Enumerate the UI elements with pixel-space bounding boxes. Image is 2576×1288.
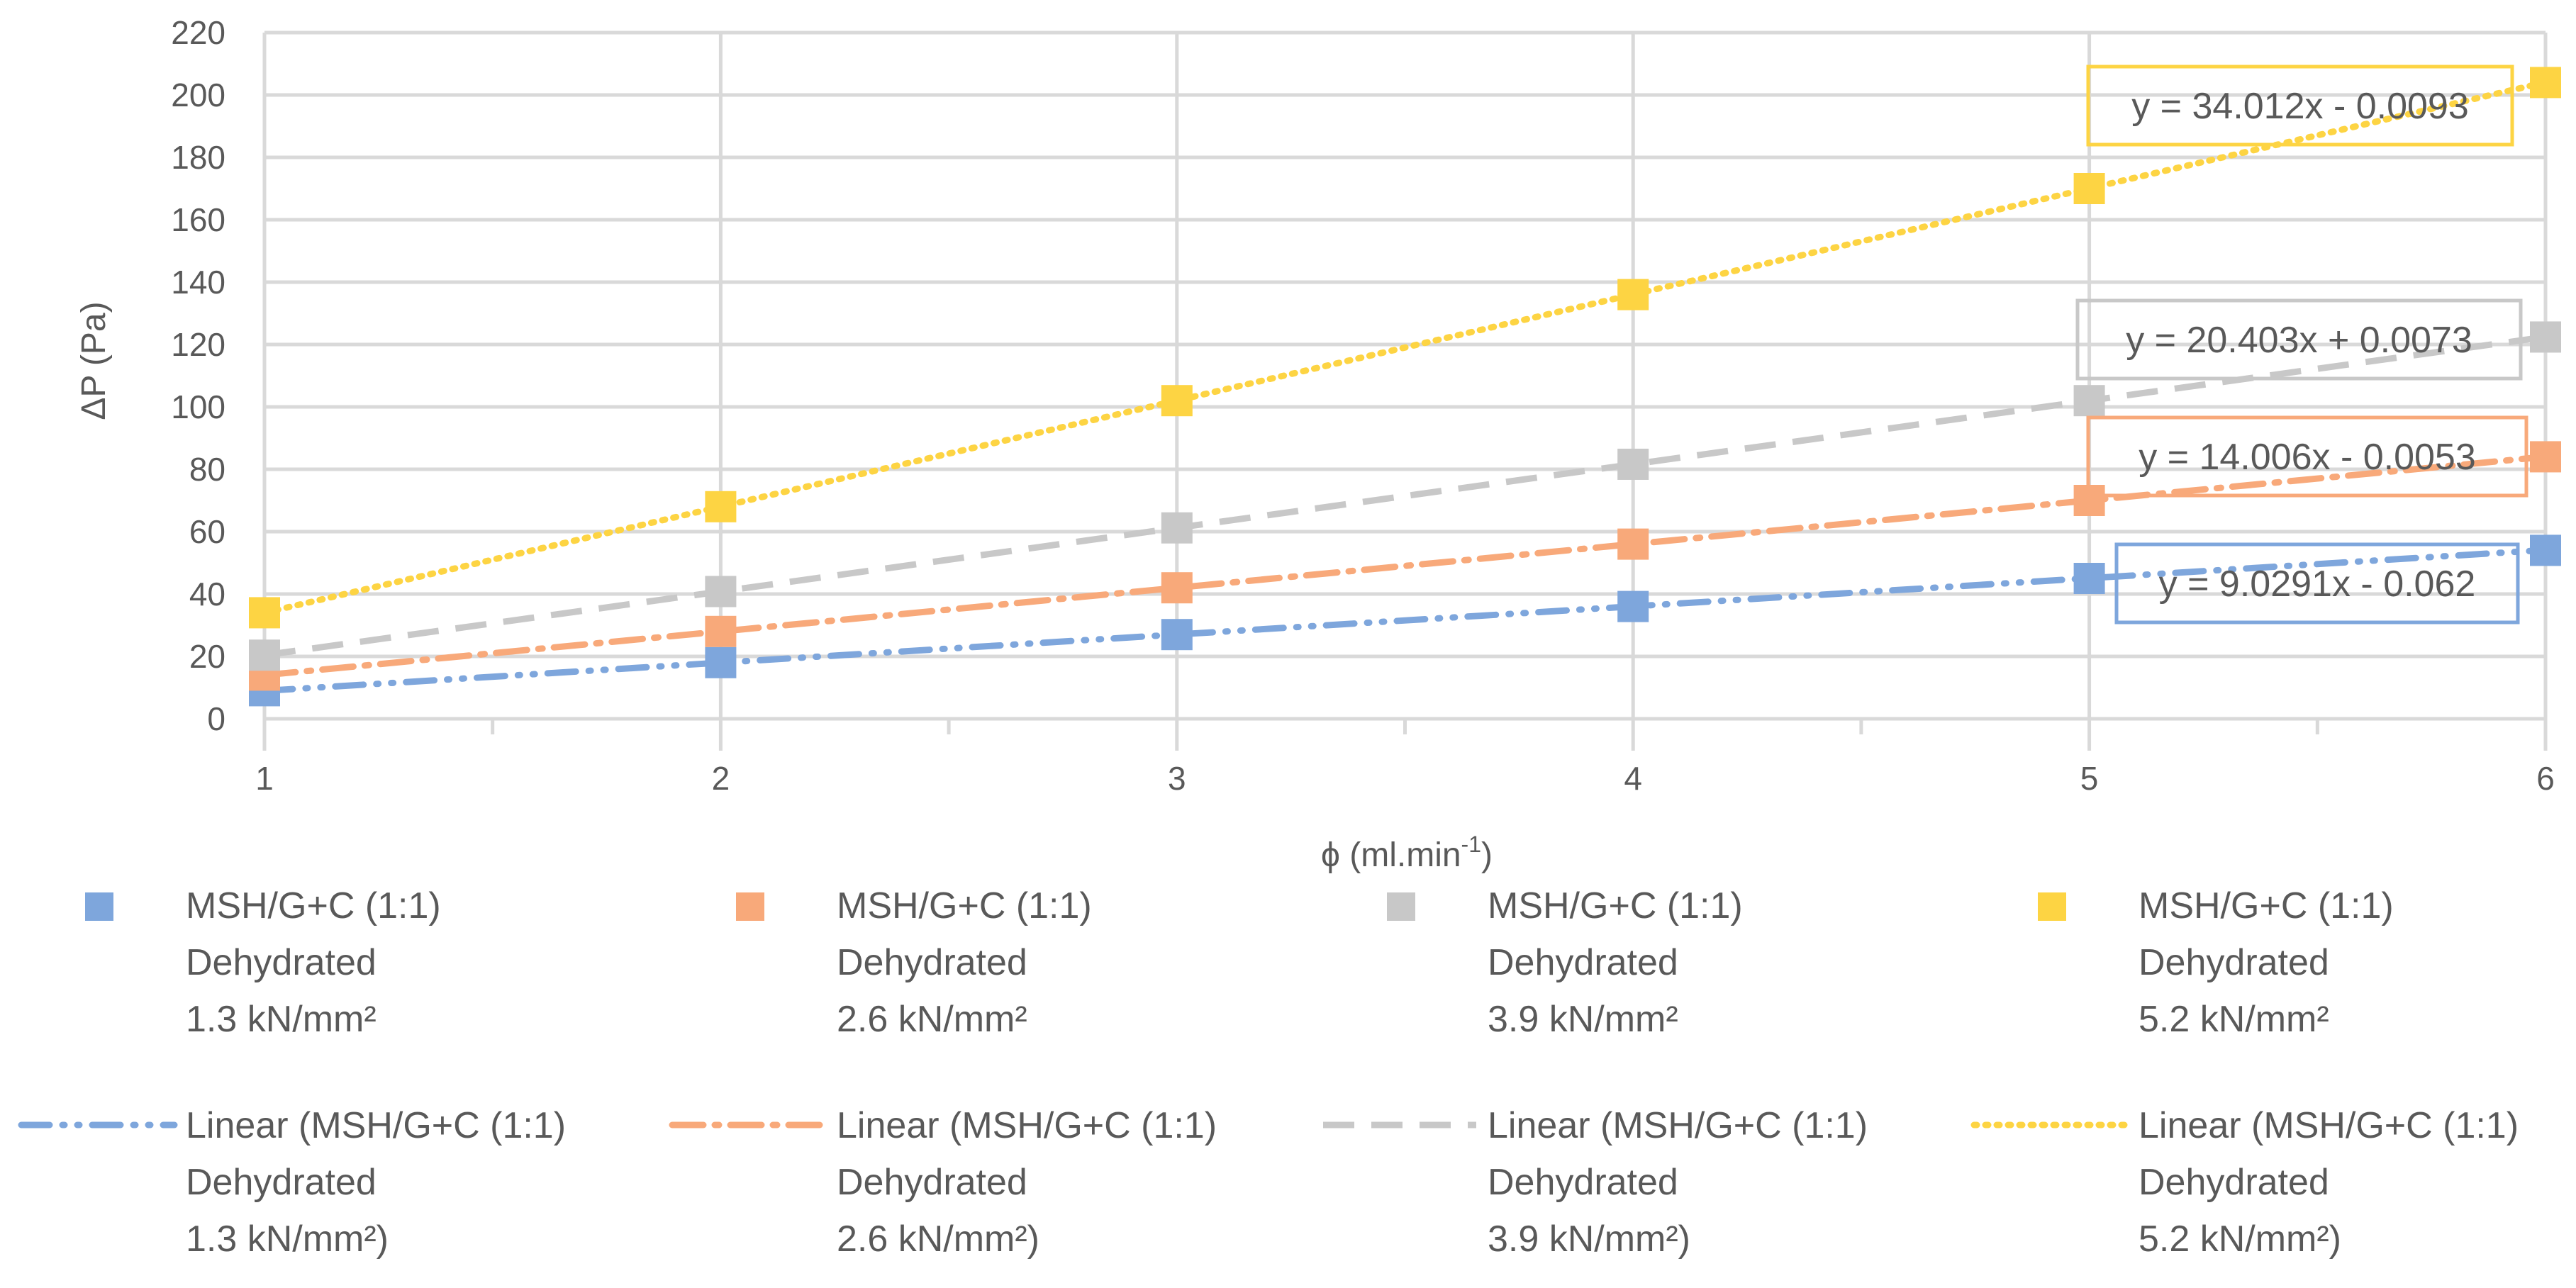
data-point — [2073, 563, 2105, 594]
trend-equation-box — [2086, 65, 2514, 147]
trendline — [261, 79, 2549, 616]
data-point — [1617, 590, 1649, 622]
legend-label: Linear (MSH/G+C (1:1) — [186, 1105, 566, 1146]
x-axis-title-main: ϕ (ml.min — [1321, 836, 1461, 874]
legend-label: Dehydrated — [837, 942, 1027, 983]
legend-label: 5.2 kN/mm²) — [2139, 1219, 2341, 1260]
data-point — [2530, 321, 2561, 353]
legend-label: MSH/G+C (1:1) — [1488, 885, 1743, 926]
trend-equation: y = 34.012x - 0.0093 — [2131, 86, 2469, 127]
x-tick-label: 4 — [1624, 760, 1642, 797]
axes — [262, 33, 2548, 751]
x-tick-label: 6 — [2536, 760, 2555, 797]
data-point — [1161, 512, 1193, 544]
trend-equation: y = 9.0291x - 0.062 — [2159, 564, 2476, 605]
trend-equation: y = 20.403x + 0.0073 — [2126, 320, 2472, 361]
data-point — [2530, 67, 2561, 99]
legend-label: Dehydrated — [2139, 942, 2329, 983]
legend-label: Dehydrated — [837, 1162, 1027, 1203]
trendline — [261, 547, 2549, 695]
tick-labels: 0 20 40 60 80 100 120 140 160 180 200 220 1 2 3 4 5 6 — [171, 14, 2555, 797]
data-point — [249, 639, 280, 671]
legend-label: 2.6 kN/mm² — [837, 999, 1027, 1040]
y-tick-label: 40 — [189, 576, 225, 612]
y-tick-label: 140 — [171, 264, 225, 301]
x-tick-label: 3 — [1168, 760, 1186, 797]
y-tick-label: 100 — [171, 388, 225, 425]
data-point — [1617, 528, 1649, 560]
y-tick-label: 20 — [189, 638, 225, 675]
trend-equation-box — [2114, 542, 2520, 625]
y-tick-label: 0 — [207, 700, 225, 737]
trend-equation-box — [2086, 415, 2528, 498]
data-point — [1161, 385, 1193, 417]
legend-label: 3.9 kN/mm²) — [1488, 1219, 1690, 1260]
legend-label: 2.6 kN/mm²) — [837, 1219, 1039, 1260]
x-axis-title: ϕ (ml.min-1) — [1321, 831, 1493, 874]
y-tick-label: 60 — [189, 513, 225, 550]
data-point — [249, 597, 280, 629]
data-markers — [249, 67, 2561, 707]
data-point — [2530, 441, 2561, 473]
x-tick-label: 5 — [2080, 760, 2099, 797]
data-point — [705, 491, 737, 522]
data-point — [2530, 534, 2561, 566]
legend-label: MSH/G+C (1:1) — [186, 885, 441, 926]
y-tick-label: 200 — [171, 77, 225, 113]
legend-label: 1.3 kN/mm² — [186, 999, 377, 1040]
legend-label: Dehydrated — [186, 942, 377, 983]
y-tick-label: 220 — [171, 14, 225, 51]
y-axis-title: ΔP (Pa) — [75, 301, 113, 420]
y-tick-label: 80 — [189, 451, 225, 488]
grid — [262, 30, 2548, 719]
data-point — [1161, 572, 1193, 604]
data-point — [705, 646, 737, 678]
x-tick-label: 2 — [712, 760, 730, 797]
legend-label: 5.2 kN/mm² — [2139, 999, 2329, 1040]
data-point — [1617, 279, 1649, 310]
legend-label: 1.3 kN/mm²) — [186, 1219, 389, 1260]
data-point — [1161, 619, 1193, 651]
trendline — [261, 453, 2549, 678]
x-axis-title-sup: -1 — [1461, 831, 1481, 857]
data-point — [1617, 448, 1649, 480]
y-tick-label: 180 — [171, 139, 225, 176]
trend-equations: y = 9.0291x - 0.062 y = 14.006x - 0.0053 y… — [2075, 65, 2528, 625]
legend-label: MSH/G+C (1:1) — [2139, 885, 2394, 926]
x-axis-title-close: ) — [1481, 836, 1493, 874]
data-point — [2073, 385, 2105, 417]
legend-marker-swatch — [1387, 892, 1415, 921]
legend-label: Linear (MSH/G+C (1:1) — [1488, 1105, 1868, 1146]
legend-label: Linear (MSH/G+C (1:1) — [837, 1105, 1217, 1146]
legend: MSH/G+C (1:1) Dehydrated 1.3 kN/mm² Linear … — [18, 885, 2519, 1260]
data-point — [705, 615, 737, 647]
legend-label: MSH/G+C (1:1) — [837, 885, 1092, 926]
trendlines — [261, 79, 2549, 695]
legend-marker-swatch — [85, 892, 113, 921]
data-point — [2073, 173, 2105, 204]
trend-equation: y = 14.006x - 0.0053 — [2139, 437, 2476, 478]
legend-label: Dehydrated — [2139, 1162, 2329, 1203]
data-point — [705, 576, 737, 607]
trend-equation-box — [2075, 298, 2523, 381]
legend-marker-swatch — [2038, 892, 2066, 921]
legend-label: Dehydrated — [1488, 942, 1678, 983]
legend-label: Linear (MSH/G+C (1:1) — [2139, 1105, 2519, 1146]
legend-label: Dehydrated — [1488, 1162, 1678, 1203]
y-tick-label: 160 — [171, 201, 225, 238]
legend-label: 3.9 kN/mm² — [1488, 999, 1678, 1040]
y-tick-label: 120 — [171, 326, 225, 363]
legend-label: Dehydrated — [186, 1162, 377, 1203]
x-tick-label: 1 — [255, 760, 274, 797]
legend-marker-swatch — [736, 892, 764, 921]
